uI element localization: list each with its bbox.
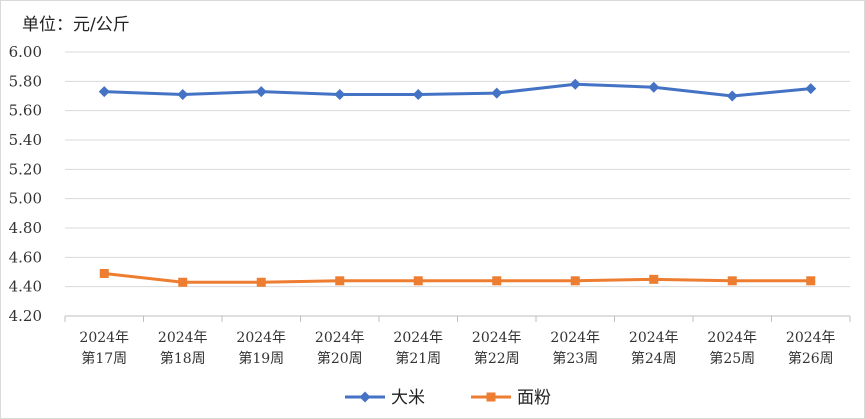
y-tick-label: 4.60 xyxy=(9,248,42,266)
unit-label: 单位：元/公斤 xyxy=(22,15,130,35)
data-point xyxy=(648,81,660,93)
data-point xyxy=(334,89,346,101)
data-point xyxy=(649,274,659,284)
x-tick-label: 第17周 xyxy=(81,350,127,367)
legend-label: 大米 xyxy=(391,388,425,408)
series-line-0 xyxy=(104,82,811,98)
y-tick-label: 4.20 xyxy=(9,307,42,325)
x-tick-label: 2024年 xyxy=(707,330,757,346)
x-tick-label: 2024年 xyxy=(393,330,443,346)
data-point xyxy=(727,276,737,286)
x-tick-label: 第18周 xyxy=(160,350,206,367)
data-point xyxy=(98,86,110,98)
data-point xyxy=(726,90,738,102)
y-tick-label: 5.20 xyxy=(9,160,42,178)
x-tick-label: 第19周 xyxy=(238,350,284,367)
data-point xyxy=(178,277,188,287)
data-point xyxy=(413,276,423,286)
x-tick-label: 2024年 xyxy=(315,330,365,346)
data-point xyxy=(335,276,345,286)
y-tick-label: 4.80 xyxy=(9,219,42,237)
data-point xyxy=(255,86,267,98)
data-point xyxy=(569,78,581,90)
data-point xyxy=(805,83,817,95)
x-tick-label: 2024年 xyxy=(472,330,522,346)
x-tick-label: 2024年 xyxy=(236,330,286,346)
y-axis: 4.20 4.40 4.60 4.80 5.00 5.20 5.40 5.60 5.80 6.00 xyxy=(9,43,42,325)
x-tick-label: 第22周 xyxy=(474,350,520,367)
y-tick-label: 5.80 xyxy=(9,72,42,90)
legend: 大米 面粉 xyxy=(345,388,551,408)
y-tick-label: 5.00 xyxy=(9,190,42,208)
x-tick-label: 2024年 xyxy=(786,330,836,346)
data-point xyxy=(412,89,424,101)
x-tick-label: 2024年 xyxy=(629,330,679,346)
x-tick-label: 第21周 xyxy=(395,350,441,367)
series-line-1 xyxy=(104,271,811,284)
legend-marker xyxy=(486,392,496,402)
data-point xyxy=(492,276,502,286)
data-point xyxy=(99,268,109,278)
gridlines xyxy=(65,51,850,317)
x-tick-label: 第23周 xyxy=(552,350,598,367)
y-tick-label: 5.40 xyxy=(9,131,42,149)
x-tick-label: 2024年 xyxy=(550,330,600,346)
y-tick-label: 6.00 xyxy=(9,43,42,61)
legend-label: 面粉 xyxy=(517,388,551,408)
x-tick-label: 2024年 xyxy=(79,330,129,346)
x-tick-label: 第26周 xyxy=(788,350,834,367)
data-point xyxy=(256,277,266,287)
x-tick-label: 2024年 xyxy=(158,330,208,346)
x-tick-label: 第20周 xyxy=(317,350,363,367)
x-tick-label: 第25周 xyxy=(709,350,755,367)
y-tick-label: 5.60 xyxy=(9,102,42,120)
data-point xyxy=(806,276,816,286)
x-tick-label: 第24周 xyxy=(631,350,677,367)
series-layer xyxy=(98,78,817,287)
data-point xyxy=(491,87,503,99)
data-point xyxy=(177,89,189,101)
data-point xyxy=(570,276,580,286)
y-tick-label: 4.40 xyxy=(9,278,42,296)
legend-marker xyxy=(359,391,371,403)
